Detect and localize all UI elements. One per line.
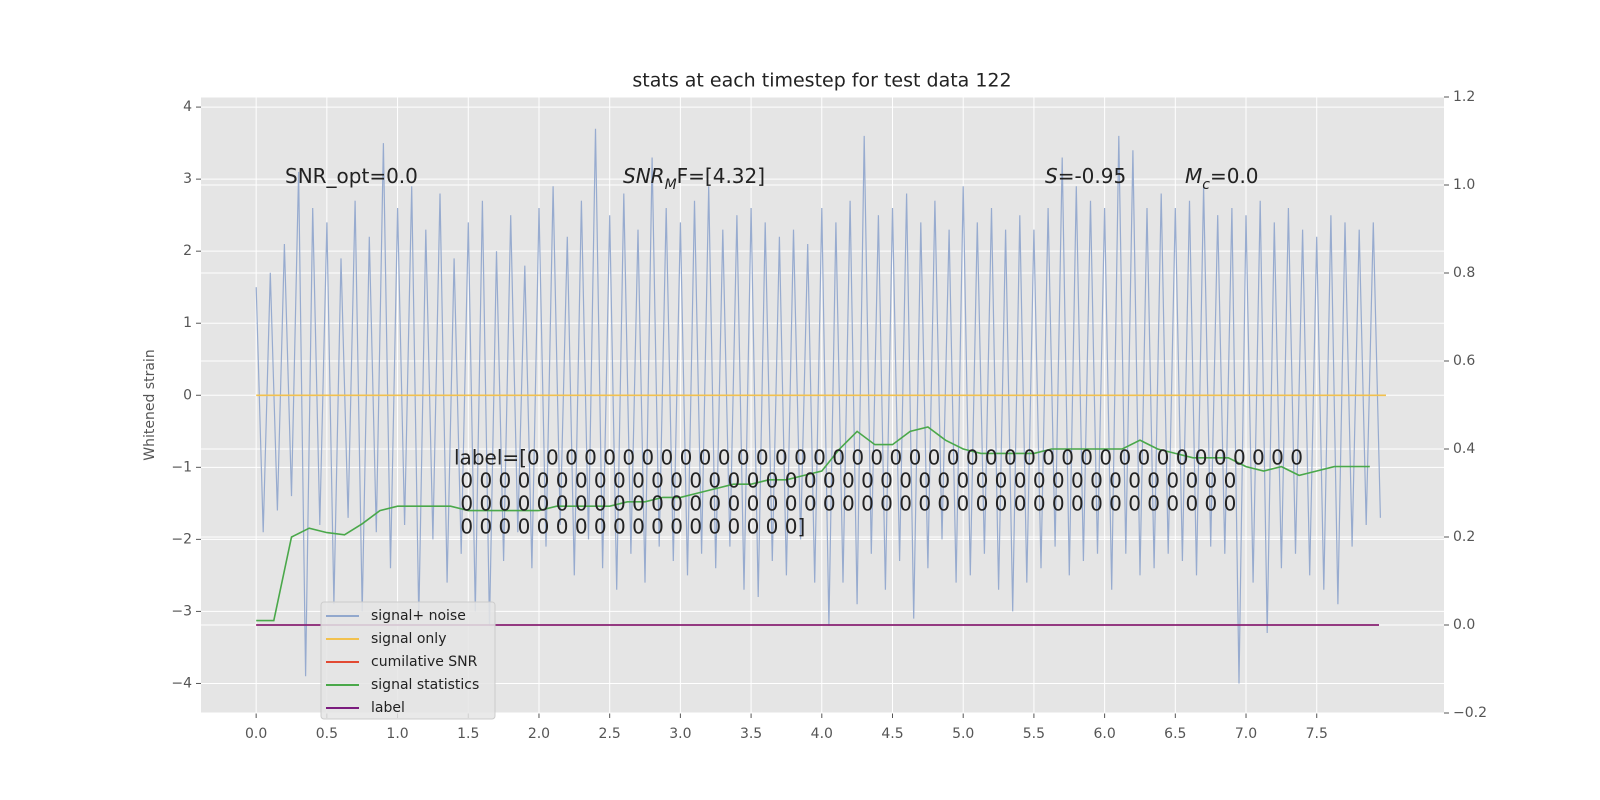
x-tick-label: 5.0 — [952, 726, 974, 742]
y-tick-label: 0 — [183, 387, 192, 403]
y-tick-label: −1 — [171, 459, 192, 475]
x-tick-label: 2.5 — [599, 726, 621, 742]
y2-tick-label: −0.2 — [1453, 705, 1487, 721]
annotation-part: M — [1185, 164, 1202, 188]
annotation: SNR_opt=0.0 — [285, 164, 418, 188]
annotation: SNRMF=[4.32] — [623, 164, 765, 194]
legend-label: label — [371, 700, 405, 716]
legend-label: signal only — [371, 631, 446, 647]
x-tick-label: 3.0 — [669, 726, 691, 742]
y-tick-label: 2 — [183, 243, 192, 259]
y2-tick-label: 0.6 — [1453, 353, 1475, 369]
label-annotation: label=[0 0 0 0 0 0 0 0 0 0 0 0 0 0 0 0 0… — [454, 446, 1303, 470]
y-tick-label: −2 — [171, 531, 192, 547]
annotation-part: S — [1045, 164, 1058, 188]
label-annotation: 0 0 0 0 0 0 0 0 0 0 0 0 0 0 0 0 0 0 0 0 … — [454, 469, 1236, 493]
y-tick-label: 4 — [183, 99, 192, 115]
x-tick-label: 6.0 — [1093, 726, 1115, 742]
x-tick-label: 5.5 — [1023, 726, 1045, 742]
x-tick-label: 4.0 — [811, 726, 833, 742]
x-tick-label: 1.0 — [386, 726, 408, 742]
label-annotation: 0 0 0 0 0 0 0 0 0 0 0 0 0 0 0 0 0 0 0 0 … — [454, 492, 1236, 516]
y-tick-label: −3 — [171, 603, 192, 619]
annotation-part: =-0.95 — [1058, 164, 1127, 188]
series-line — [256, 426, 1370, 622]
annotation: S=-0.95 — [1045, 164, 1126, 188]
legend-label: signal+ noise — [371, 608, 466, 624]
x-tick-label: 6.5 — [1164, 726, 1186, 742]
y2-tick-label: 1.2 — [1453, 89, 1475, 105]
x-tick-label: 0.0 — [245, 726, 267, 742]
y-axis-title: Whitened strain — [142, 349, 158, 460]
annotation-part: =0.0 — [1210, 164, 1259, 188]
annotation: Mc=0.0 — [1185, 164, 1259, 194]
chart-title: stats at each timestep for test data 122 — [632, 70, 1011, 92]
y2-tick-label: 0.8 — [1453, 265, 1475, 281]
x-tick-label: 0.5 — [316, 726, 338, 742]
annotation-part: SNR — [623, 164, 665, 188]
y-tick-label: 3 — [183, 171, 192, 187]
annotation-part: SNR_opt=0.0 — [285, 164, 418, 188]
legend-box — [320, 601, 496, 720]
y2-tick-label: 0.4 — [1453, 441, 1475, 457]
y-tick-label: 1 — [183, 315, 192, 331]
y2-tick-label: 0.0 — [1453, 617, 1475, 633]
x-tick-label: 2.0 — [528, 726, 550, 742]
x-tick-label: 4.5 — [881, 726, 903, 742]
y2-tick-label: 1.0 — [1453, 177, 1475, 193]
x-tick-label: 7.0 — [1235, 726, 1257, 742]
annotation-part: M — [665, 177, 677, 193]
legend-label: signal statistics — [371, 677, 479, 693]
annotation-part: F=[4.32] — [677, 164, 765, 188]
x-tick-label: 1.5 — [457, 726, 479, 742]
label-annotation: 0 0 0 0 0 0 0 0 0 0 0 0 0 0 0 0 0 0] — [454, 515, 805, 539]
annotation-part: c — [1202, 177, 1210, 193]
x-tick-label: 3.5 — [740, 726, 762, 742]
legend-label: cumilative SNR — [371, 654, 478, 670]
y-tick-label: −4 — [171, 675, 192, 691]
y2-tick-label: 0.2 — [1453, 529, 1475, 545]
x-tick-label: 7.5 — [1306, 726, 1328, 742]
